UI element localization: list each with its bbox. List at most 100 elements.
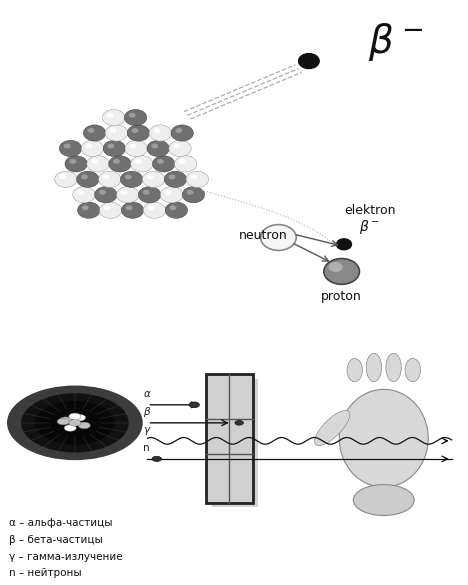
Circle shape [187,190,193,195]
Circle shape [171,125,193,141]
Circle shape [147,205,154,210]
Circle shape [95,187,117,203]
Circle shape [121,202,144,218]
Circle shape [151,143,158,149]
Circle shape [117,187,139,203]
Circle shape [161,187,183,203]
Circle shape [261,225,296,250]
Circle shape [108,143,114,149]
Circle shape [129,113,136,118]
Ellipse shape [339,390,428,487]
Circle shape [99,190,106,195]
Circle shape [143,202,166,218]
Circle shape [149,125,171,141]
Circle shape [169,205,176,210]
Circle shape [132,128,139,133]
Circle shape [113,159,120,164]
Ellipse shape [386,353,401,381]
Circle shape [105,125,128,141]
Circle shape [131,156,153,172]
Circle shape [21,393,129,452]
Circle shape [164,171,187,187]
Circle shape [152,456,161,462]
Circle shape [69,159,76,164]
Circle shape [78,422,90,429]
Circle shape [107,113,114,118]
Circle shape [91,159,98,164]
Circle shape [77,171,99,187]
Circle shape [73,187,95,203]
Text: n – нейтроны: n – нейтроны [9,569,82,579]
Ellipse shape [405,359,420,381]
Circle shape [127,125,150,141]
Circle shape [73,414,86,421]
Circle shape [154,128,160,133]
Text: neutron: neutron [239,229,287,242]
Circle shape [100,202,122,218]
Text: $\alpha$: $\alpha$ [143,389,152,399]
Circle shape [124,109,147,126]
Circle shape [125,174,132,180]
Circle shape [55,171,77,187]
Circle shape [104,205,110,210]
Circle shape [143,190,150,195]
Circle shape [103,140,125,157]
Circle shape [110,128,117,133]
Circle shape [153,156,175,172]
Circle shape [109,156,131,172]
FancyBboxPatch shape [212,378,258,507]
Text: $\beta^-$: $\beta^-$ [368,22,423,63]
FancyBboxPatch shape [206,374,253,503]
Circle shape [82,205,89,210]
Circle shape [135,159,142,164]
Text: β – бета-частицы: β – бета-частицы [9,535,103,545]
Text: elektron: elektron [344,204,395,217]
Circle shape [235,421,243,425]
Circle shape [186,171,209,187]
Circle shape [78,202,100,218]
Circle shape [299,54,319,68]
Circle shape [88,128,95,133]
Ellipse shape [314,410,350,446]
Circle shape [165,190,172,195]
Circle shape [175,156,197,172]
Circle shape [147,140,169,157]
Circle shape [7,386,143,460]
Circle shape [190,174,197,180]
Circle shape [165,202,188,218]
Ellipse shape [347,359,363,381]
Circle shape [69,413,81,420]
Circle shape [142,171,165,187]
Circle shape [173,143,180,149]
Circle shape [125,140,147,157]
Circle shape [59,417,72,424]
Circle shape [59,174,66,180]
Circle shape [176,128,182,133]
Circle shape [189,402,199,408]
Circle shape [103,174,110,180]
Text: n: n [143,443,149,453]
Circle shape [77,190,84,195]
Text: α – альфа-частицы: α – альфа-частицы [9,518,113,528]
Circle shape [336,239,351,250]
Circle shape [130,143,136,149]
Circle shape [147,174,154,180]
Circle shape [64,425,76,431]
Circle shape [57,418,69,425]
Circle shape [182,187,205,203]
Circle shape [168,174,176,180]
Circle shape [83,125,106,141]
Circle shape [169,140,191,157]
Circle shape [120,171,143,187]
Ellipse shape [353,484,414,515]
Circle shape [99,171,121,187]
Text: $\beta$: $\beta$ [143,405,151,419]
Circle shape [324,259,359,284]
Circle shape [81,140,103,157]
Text: $\gamma$: $\gamma$ [143,425,151,437]
Circle shape [59,140,82,157]
Text: γ – гамма-излучение: γ – гамма-излучение [9,552,123,562]
Circle shape [69,419,81,426]
Circle shape [121,190,128,195]
Circle shape [65,156,88,172]
